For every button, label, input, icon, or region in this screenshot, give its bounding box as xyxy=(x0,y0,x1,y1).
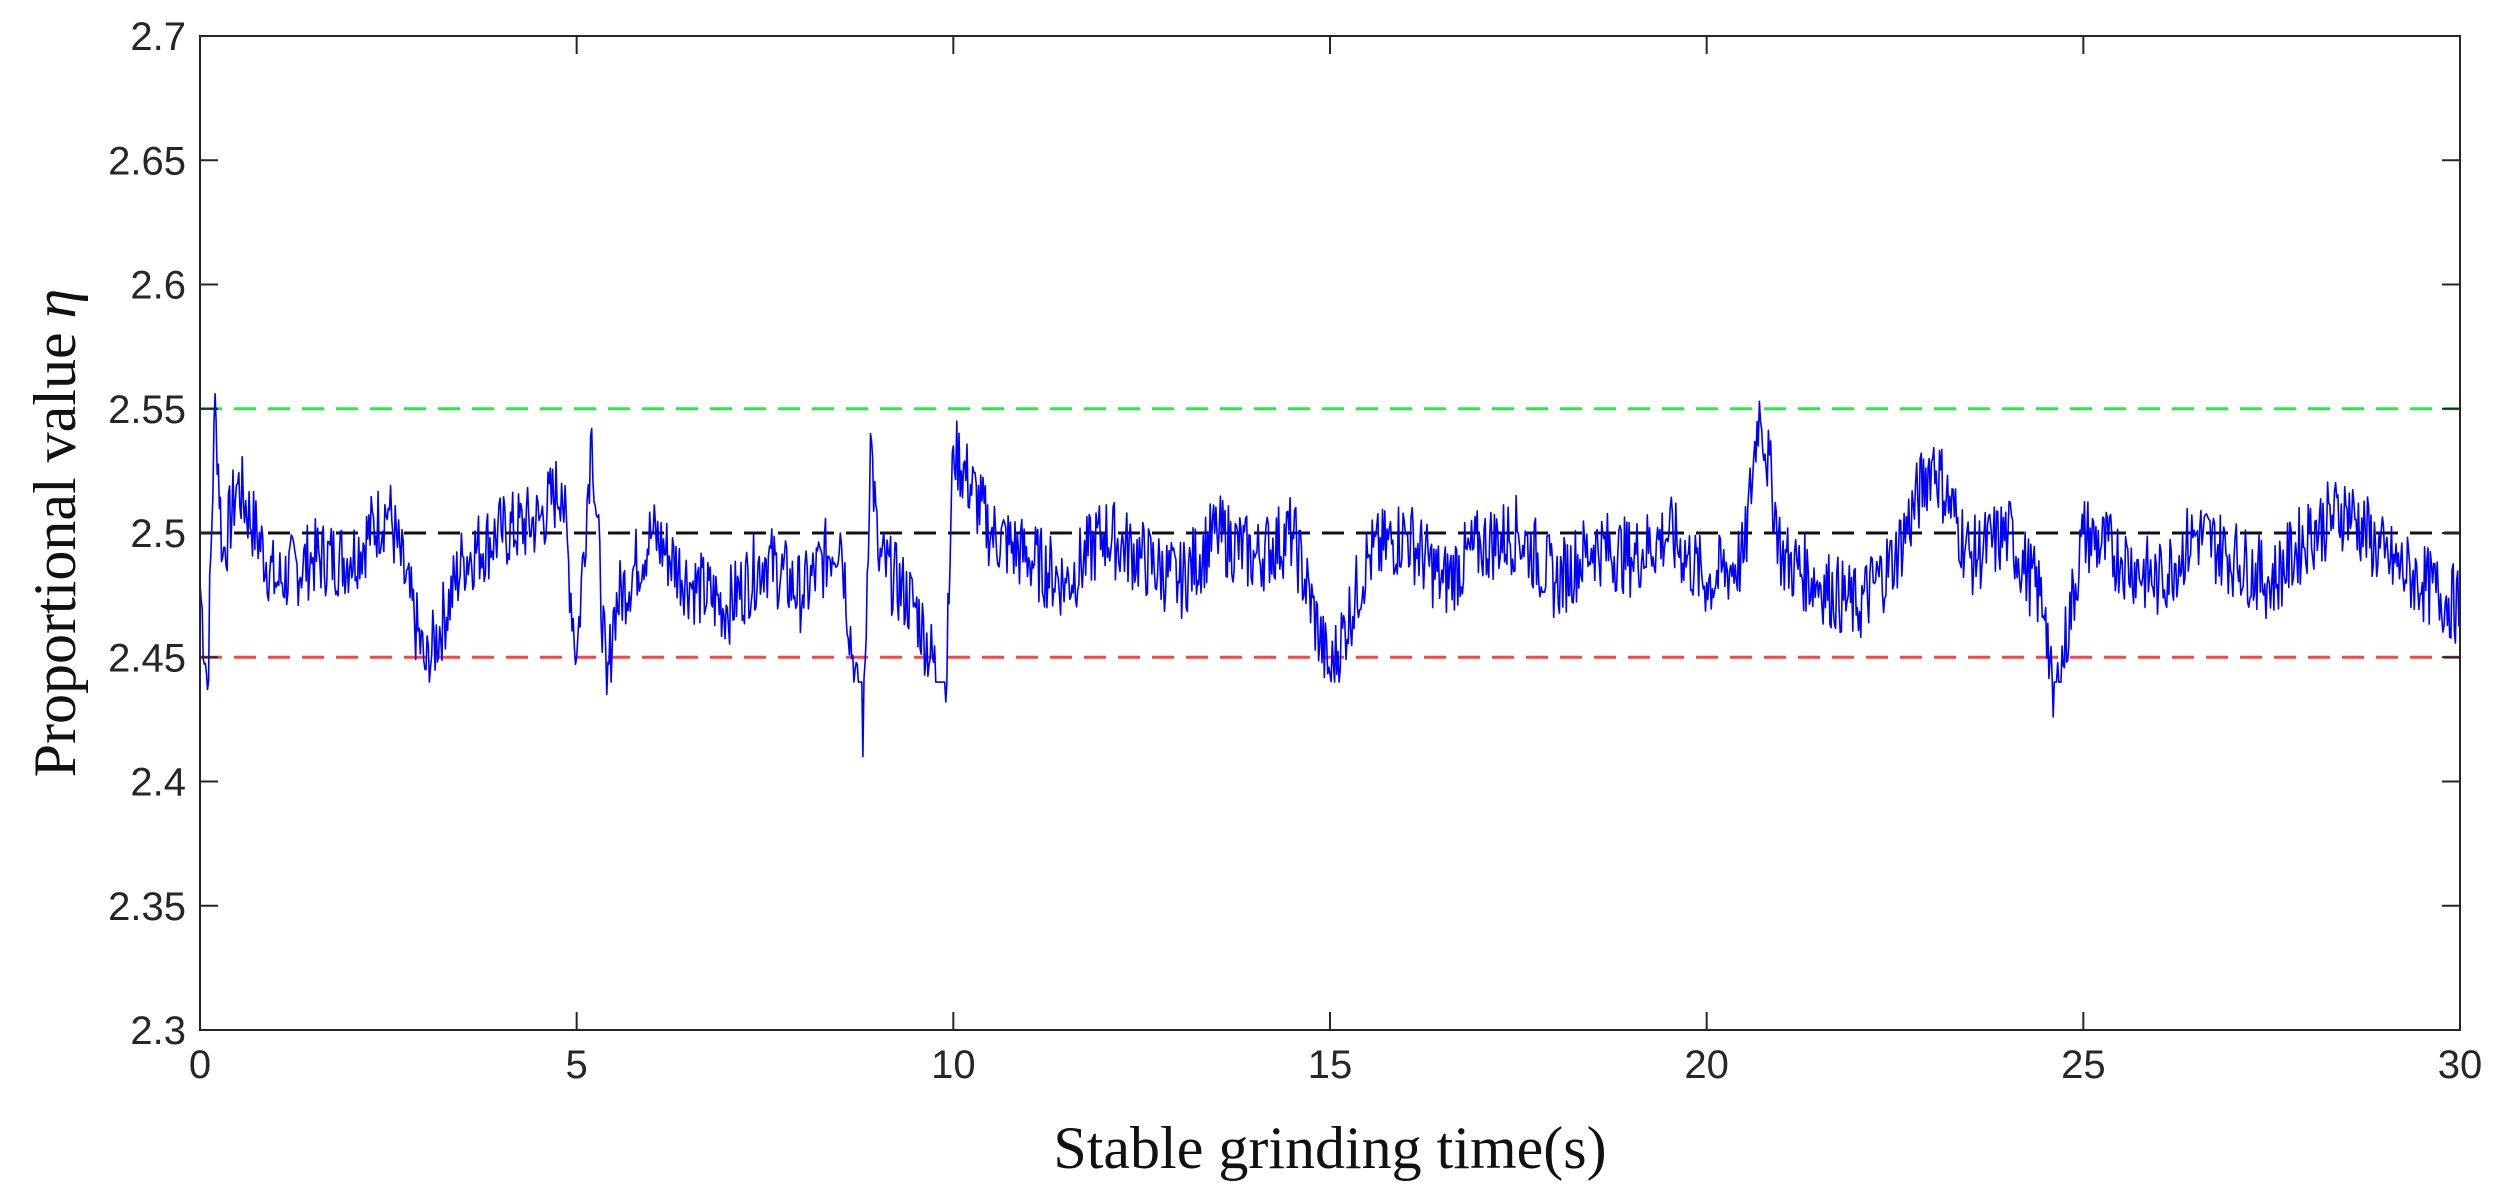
x-tick-label: 0 xyxy=(189,1043,211,1087)
x-axis: 0 5 10 15 20 25 30 xyxy=(189,36,2482,1087)
series-line xyxy=(199,393,2461,758)
y-tick-label: 2.65 xyxy=(108,139,186,183)
y-tick-label: 2.3 xyxy=(130,1009,186,1053)
y-tick-label: 2.45 xyxy=(108,636,186,680)
y-axis-title-text: Proportional value xyxy=(22,332,88,777)
x-tick-label: 20 xyxy=(1684,1043,1729,1087)
x-tick-label: 10 xyxy=(931,1043,976,1087)
y-tick-label: 2.7 xyxy=(130,15,186,59)
y-axis: 2.3 2.35 2.4 2.45 2.5 2.55 2.6 2.65 2.7 xyxy=(108,15,2460,1053)
y-axis-title-symbol: η xyxy=(22,289,88,319)
y-axis-title: Proportional value η xyxy=(22,289,88,778)
y-tick-label: 2.55 xyxy=(108,388,186,432)
y-tick-label: 2.35 xyxy=(108,885,186,929)
x-tick-label: 5 xyxy=(566,1043,588,1087)
data-series-layer xyxy=(199,393,2461,758)
x-axis-title: Stable grinding time(s) xyxy=(1053,1115,1606,1181)
x-tick-label: 25 xyxy=(2061,1043,2106,1087)
x-tick-label: 15 xyxy=(1308,1043,1353,1087)
y-tick-label: 2.4 xyxy=(130,761,186,805)
y-tick-label: 2.6 xyxy=(130,264,186,308)
x-tick-label: 30 xyxy=(2438,1043,2483,1087)
y-tick-label: 2.5 xyxy=(130,512,186,556)
